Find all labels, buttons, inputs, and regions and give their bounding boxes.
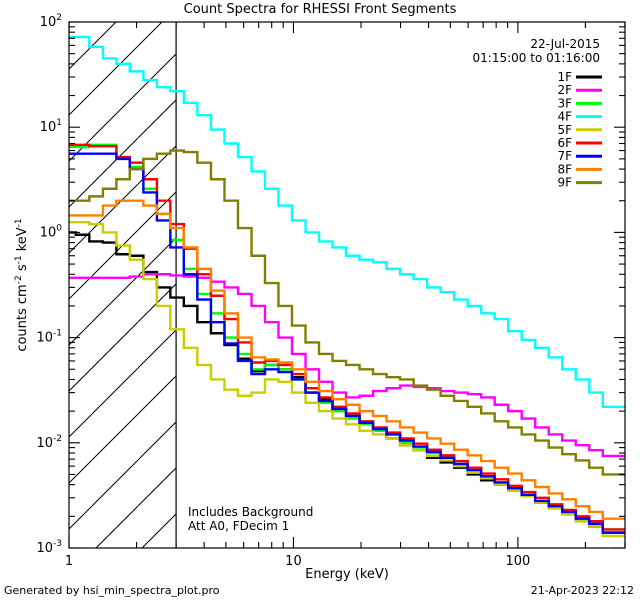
y-label-part-1: -2 (14, 275, 24, 284)
y-label-part-5: -1 (14, 218, 24, 227)
y-tick-label: 10-3 (36, 539, 62, 556)
spectrum-curve-7f (69, 152, 625, 534)
y-axis-ticks (69, 21, 625, 549)
legend-label-8f: 8F (557, 162, 572, 176)
legend-label-7f: 7F (557, 149, 572, 163)
y-tick-label: 10-1 (36, 329, 62, 346)
y-label-part-0: counts cm (15, 284, 30, 351)
y-label-part-2: s (15, 264, 30, 275)
y-tick-label: 101 (40, 118, 62, 135)
y-tick-label: 102 (40, 13, 62, 30)
observation-time-range: 01:15:00 to 01:16:00 (473, 51, 600, 65)
generated-by-text: Generated by hsi_min_spectra_plot.pro (4, 584, 220, 597)
x-axis-ticks (68, 22, 626, 548)
svg-text:counts cm-2 s-1 keV-1: counts cm-2 s-1 keV-1 (14, 218, 30, 351)
legend-label-1f: 1F (557, 70, 572, 84)
x-tick-label: 1 (65, 554, 73, 569)
page-title: Count Spectra for RHESSI Front Segments (183, 2, 457, 17)
y-tick-label: 100 (40, 223, 63, 240)
legend-label-9f: 9F (557, 176, 572, 190)
spectrum-curve-2f (69, 273, 625, 458)
y-label-part-3: -1 (14, 255, 24, 264)
legend-label-3f: 3F (557, 96, 572, 110)
x-axis-label: Energy (keV) (305, 567, 389, 582)
annotation-attenuator-state: Att A0, FDecim 1 (188, 519, 289, 533)
x-tick-label: 100 (505, 554, 530, 569)
y-label-part-4: keV (15, 227, 30, 255)
x-axis-tick-labels: 1 10 100 (65, 554, 530, 569)
spectrum-curve-4f (69, 35, 625, 408)
plot-frame (68, 21, 626, 549)
spectra-curves (69, 35, 625, 538)
y-axis-tick-labels: 102 101 100 10-1 10-2 10-3 (36, 13, 62, 556)
legend-label-2f: 2F (557, 83, 572, 97)
spectrum-curve-8f (69, 199, 625, 520)
observation-date: 22-Jul-2015 (530, 37, 600, 51)
annotation-includes-background: Includes Background (188, 505, 313, 519)
legend-label-5f: 5F (557, 123, 572, 137)
hatched-excluded-band (69, 22, 177, 548)
y-axis-label: counts cm-2 s-1 keV-1 (14, 218, 30, 351)
spectrum-curve-9f (69, 149, 625, 476)
legend-label-6f: 6F (557, 136, 572, 150)
timestamp-text: 21-Apr-2023 22:12 (530, 584, 634, 597)
x-tick-label: 10 (285, 554, 302, 569)
y-tick-label: 10-2 (36, 434, 62, 451)
legend-label-4f: 4F (557, 110, 572, 124)
